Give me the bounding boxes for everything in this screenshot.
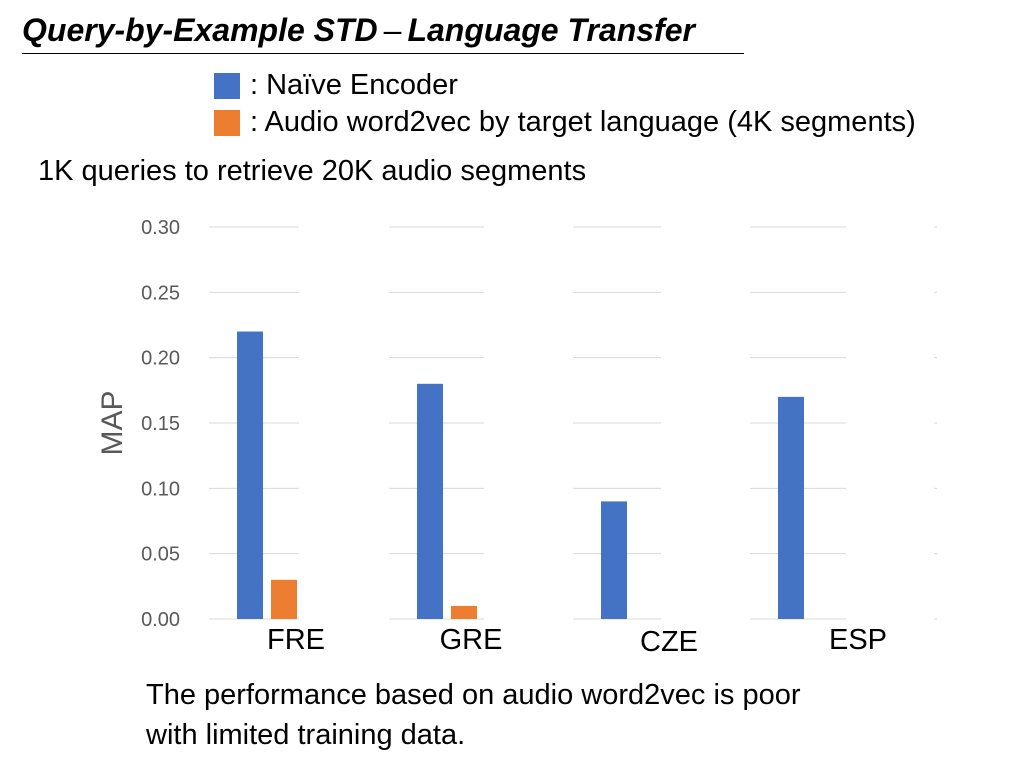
slide-title: Query-by-Example STD – Language Transfer <box>22 8 744 54</box>
legend-swatch-naive-encoder <box>214 72 240 99</box>
y-tick-label: 0.25 <box>141 282 180 304</box>
conclusion-line-2: with limited training data. <box>146 719 466 751</box>
title-dash: – <box>383 12 402 48</box>
x-tick-label-esp: ESP <box>829 624 887 656</box>
legend-item-naive-encoder: : Naïve Encoder <box>214 67 916 104</box>
legend-item-audio-word2vec: : Audio word2vec by target language (4K … <box>214 104 916 141</box>
y-tick-label: 0.00 <box>141 609 180 631</box>
y-tick-label: 0.30 <box>141 217 180 239</box>
bar-gre-series-1 <box>417 383 443 619</box>
bar-fre-series-2 <box>271 579 297 619</box>
x-tick-label-fre: FRE <box>267 624 325 656</box>
legend-label-naive-encoder: : Naïve Encoder <box>250 69 458 101</box>
bar-cze-series-1 <box>601 501 627 619</box>
conclusion-note: The performance based on audio word2vec … <box>146 675 801 755</box>
title-right: Language Transfer <box>407 12 695 48</box>
legend: : Naïve Encoder : Audio word2vec by targ… <box>214 67 916 141</box>
legend-label-audio-word2vec: : Audio word2vec by target language (4K … <box>250 106 916 138</box>
x-tick-label-cze: CZE <box>640 626 698 658</box>
y-tick-label: 0.05 <box>141 544 180 566</box>
bar-gre-series-2 <box>451 605 477 619</box>
y-tick-label: 0.20 <box>141 348 180 370</box>
conclusion-line-1: The performance based on audio word2vec … <box>146 679 801 711</box>
x-tick-label-gre: GRE <box>440 624 503 656</box>
bar-fre-series-1 <box>237 331 263 619</box>
y-tick-label: 0.10 <box>141 478 180 500</box>
legend-swatch-audio-word2vec <box>214 109 240 136</box>
y-tick-label: 0.15 <box>141 413 180 435</box>
title-left: Query-by-Example STD <box>22 12 378 48</box>
bar-esp-series-1 <box>778 396 804 619</box>
y-axis-label: MAP <box>96 390 129 455</box>
chart-subtitle: 1K queries to retrieve 20K audio segment… <box>38 155 587 187</box>
